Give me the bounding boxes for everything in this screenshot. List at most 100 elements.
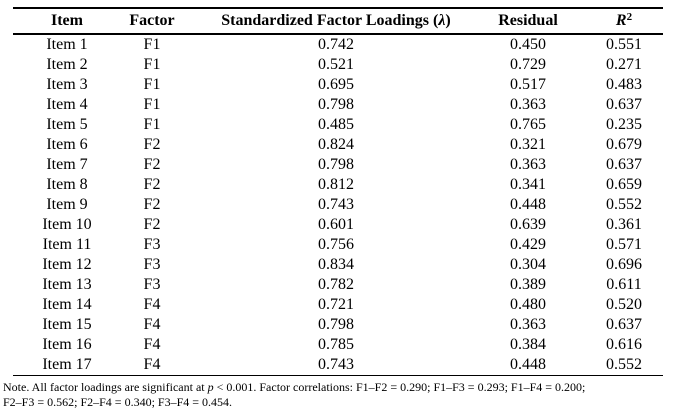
cell-r2: 0.520 [606, 296, 642, 313]
cell-r2: 0.696 [606, 256, 642, 273]
cell-residual: 0.389 [510, 276, 546, 293]
cell-loading: 0.743 [318, 356, 354, 373]
cell-factor: F1 [143, 76, 161, 93]
lambda-symbol: λ [438, 12, 446, 29]
note-line-2: F2–F3 = 0.562; F2–F4 = 0.340; F3–F4 = 0.… [3, 395, 233, 409]
cell-item: Item 1 [46, 36, 88, 53]
cell-factor: F1 [143, 116, 161, 133]
cell-item: Item 12 [42, 256, 92, 273]
cell-r2: 0.571 [606, 236, 642, 253]
header-row: Item Factor Standardized Factor Loadings… [13, 8, 663, 35]
table-row: Item 15 F4 0.798 0.363 0.637 [13, 315, 663, 335]
cell-factor: F4 [143, 316, 161, 333]
cell-factor: F4 [143, 356, 161, 373]
cell-r2: 0.659 [606, 176, 642, 193]
note-p-symbol: p [207, 380, 214, 394]
cell-residual: 0.765 [510, 116, 546, 133]
cell-r2: 0.679 [606, 136, 642, 153]
note-line-1: Note. All factor loadings are significan… [3, 380, 678, 395]
table-row: Item 14 F4 0.721 0.480 0.520 [13, 295, 663, 315]
cell-factor: F1 [143, 36, 161, 53]
cell-factor: F3 [143, 256, 161, 273]
cell-item: Item 3 [46, 76, 88, 93]
cell-loading: 0.798 [318, 156, 354, 173]
cell-residual: 0.363 [510, 96, 546, 113]
cell-r2: 0.611 [606, 276, 642, 293]
cell-r2: 0.616 [606, 336, 642, 353]
cell-factor: F4 [143, 296, 161, 313]
table-row: Item 12 F3 0.834 0.304 0.696 [13, 255, 663, 275]
cell-item: Item 5 [46, 116, 88, 133]
col-header-residual: Residual [489, 8, 567, 35]
cell-residual: 0.363 [510, 156, 546, 173]
cell-item: Item 17 [42, 356, 92, 373]
table-row: Item 17 F4 0.743 0.448 0.552 [13, 355, 663, 376]
table-row: Item 5 F1 0.485 0.765 0.235 [13, 115, 663, 135]
cell-loading: 0.521 [318, 56, 354, 73]
cell-item: Item 4 [46, 96, 88, 113]
cell-loading: 0.785 [318, 336, 354, 353]
table-row: Item 9 F2 0.743 0.448 0.552 [13, 195, 663, 215]
cell-factor: F1 [143, 96, 161, 113]
cell-residual: 0.429 [510, 236, 546, 253]
cell-r2: 0.551 [606, 36, 642, 53]
r2-superscript: 2 [626, 11, 633, 23]
cell-residual: 0.480 [510, 296, 546, 313]
cell-item: Item 8 [46, 176, 88, 193]
cell-residual: 0.729 [510, 56, 546, 73]
cell-loading: 0.798 [318, 96, 354, 113]
cell-residual: 0.341 [510, 176, 546, 193]
table-row: Item 6 F2 0.824 0.321 0.679 [13, 135, 663, 155]
cell-loading: 0.798 [318, 316, 354, 333]
cell-loading: 0.721 [318, 296, 354, 313]
cell-factor: F1 [143, 56, 161, 73]
cell-factor: F2 [143, 176, 161, 193]
table-row: Item 4 F1 0.798 0.363 0.637 [13, 95, 663, 115]
cell-loading: 0.834 [318, 256, 354, 273]
cell-item: Item 9 [46, 196, 88, 213]
cell-item: Item 14 [42, 296, 92, 313]
cell-factor: F3 [143, 276, 161, 293]
cell-loading: 0.485 [318, 116, 354, 133]
factor-loadings-table: Item Factor Standardized Factor Loadings… [13, 7, 663, 376]
cell-residual: 0.363 [510, 316, 546, 333]
cell-factor: F3 [143, 236, 161, 253]
table-body: Item 1 F1 0.742 0.450 0.551 Item 2 F1 0.… [13, 34, 663, 376]
cell-item: Item 10 [42, 216, 92, 233]
note-text-pre: Note. All factor loadings are significan… [3, 380, 208, 394]
col-header-r2: R2 [567, 8, 663, 35]
cell-loading: 0.824 [318, 136, 354, 153]
cell-residual: 0.517 [510, 76, 546, 93]
cell-r2: 0.361 [606, 216, 642, 233]
table-row: Item 13 F3 0.782 0.389 0.611 [13, 275, 663, 295]
cell-r2: 0.637 [606, 96, 642, 113]
cell-loading: 0.812 [318, 176, 354, 193]
cell-residual: 0.450 [510, 36, 546, 53]
cell-item: Item 16 [42, 336, 92, 353]
table-row: Item 16 F4 0.785 0.384 0.616 [13, 335, 663, 355]
note-text-post: < 0.001. Factor correlations: F1–F2 = 0.… [213, 380, 586, 394]
cell-r2: 0.271 [606, 56, 642, 73]
loadings-header-close-paren: ) [445, 12, 451, 29]
cell-item: Item 6 [46, 136, 88, 153]
cell-factor: F2 [143, 196, 161, 213]
cell-item: Item 2 [46, 56, 88, 73]
factor-loadings-table-wrap: Item Factor Standardized Factor Loadings… [13, 7, 663, 376]
cell-factor: F4 [143, 336, 161, 353]
table-row: Item 8 F2 0.812 0.341 0.659 [13, 175, 663, 195]
col-header-factor: Factor [121, 8, 183, 35]
col-header-loadings: Standardized Factor Loadings (λ) [183, 8, 489, 35]
cell-factor: F2 [143, 156, 161, 173]
table-row: Item 3 F1 0.695 0.517 0.483 [13, 75, 663, 95]
table-note: Note. All factor loadings are significan… [3, 380, 678, 410]
cell-r2: 0.235 [606, 116, 642, 133]
cell-factor: F2 [143, 136, 161, 153]
cell-item: Item 15 [42, 316, 92, 333]
cell-residual: 0.639 [510, 216, 546, 233]
cell-loading: 0.601 [318, 216, 354, 233]
table-row: Item 7 F2 0.798 0.363 0.637 [13, 155, 663, 175]
cell-residual: 0.304 [510, 256, 546, 273]
table-row: Item 10 F2 0.601 0.639 0.361 [13, 215, 663, 235]
cell-factor: F2 [143, 216, 161, 233]
cell-loading: 0.742 [318, 36, 354, 53]
